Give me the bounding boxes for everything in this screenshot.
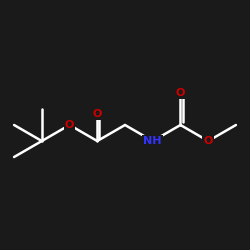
Text: O: O — [176, 88, 185, 98]
Text: O: O — [92, 109, 102, 119]
Text: O: O — [204, 136, 213, 146]
Text: NH: NH — [144, 136, 162, 146]
Text: O: O — [65, 120, 74, 130]
